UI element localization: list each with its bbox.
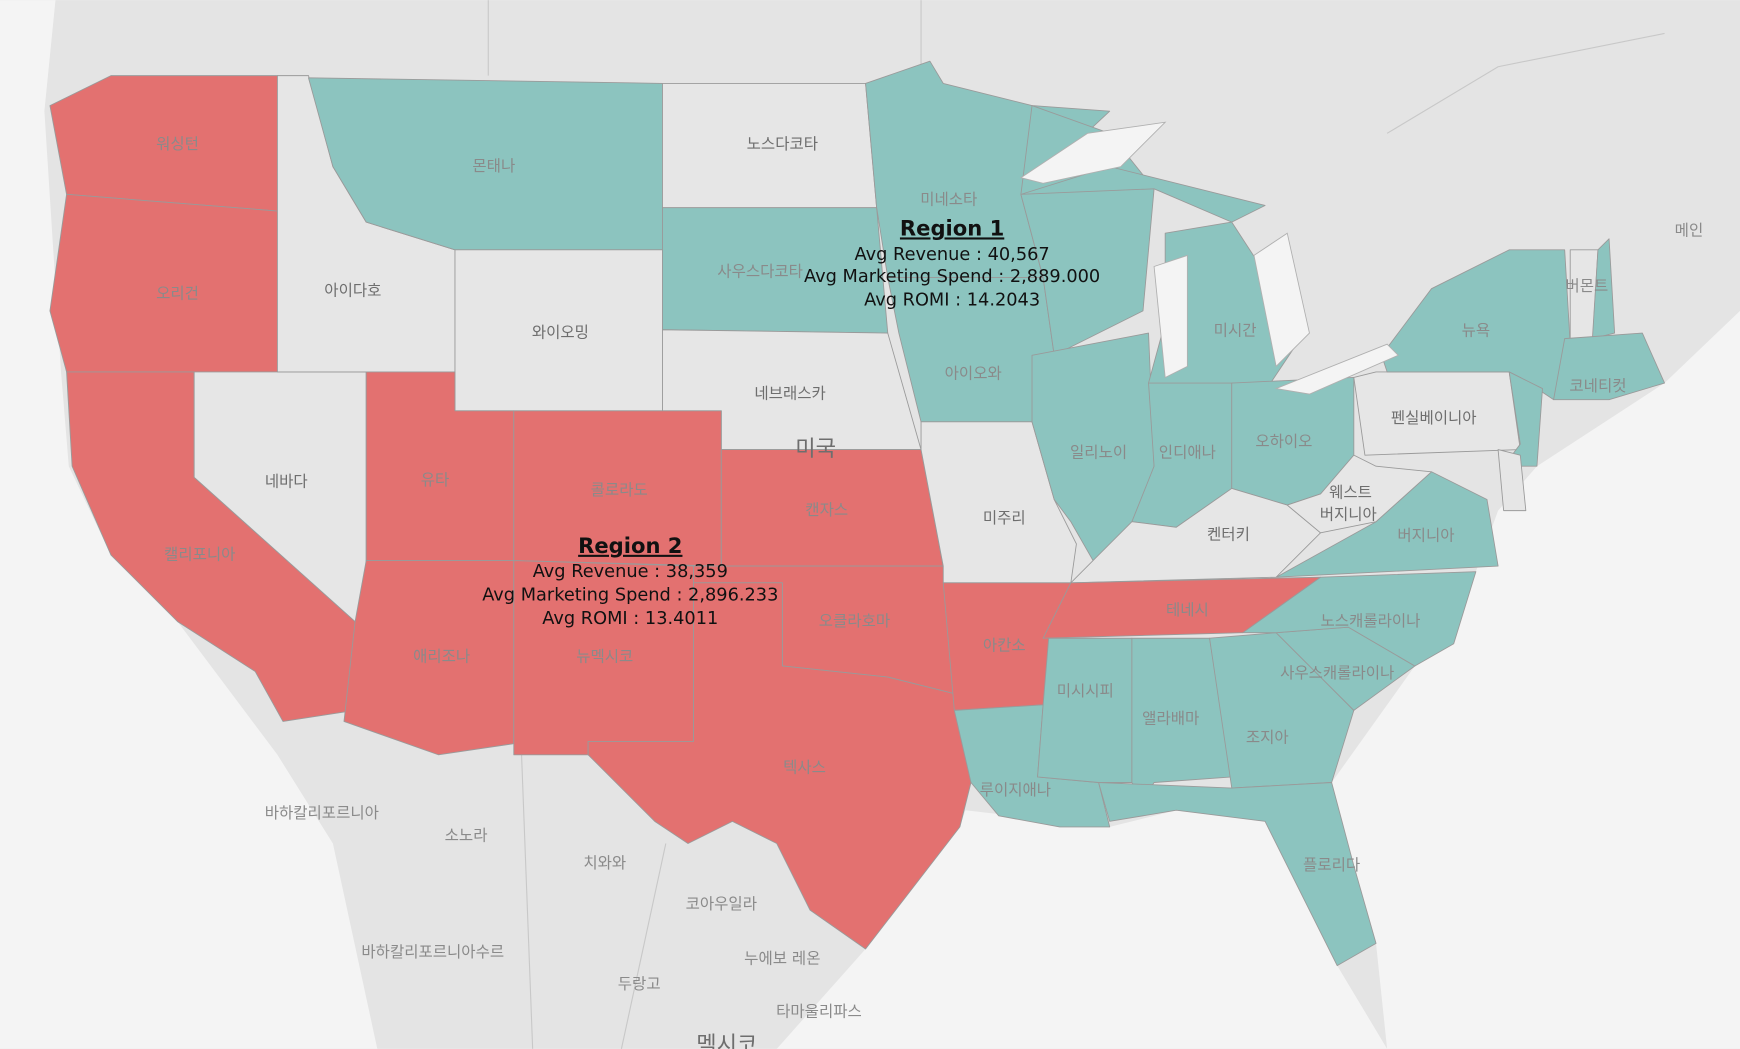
place-labels: 워싱턴 오리건 캘리포니아 네바다 아이다호 몬태나 와이오밍 유타 콜로라도 … [156, 135, 1703, 1049]
place-label: 펜실베이니아 [1391, 409, 1477, 427]
place-label: 와이오밍 [532, 324, 589, 342]
borders [487, 0, 1665, 1049]
place-label: 사우스캐롤라이나 [1280, 664, 1394, 682]
place-label: 인디애나 [1159, 443, 1216, 461]
place-label: 뉴멕시코 [576, 648, 633, 666]
place-label: 아칸소 [983, 637, 1026, 655]
place-label: 몬태나 [472, 157, 515, 175]
place-label: 플로리다 [1303, 856, 1360, 874]
place-label: 바하칼리포르니아수르 [361, 943, 504, 961]
state [587, 582, 972, 950]
place-label: 노스캐롤라이나 [1321, 612, 1421, 630]
place-label: 미시시피 [1057, 682, 1114, 700]
state [1275, 471, 1499, 578]
place-label: 코네티컷 [1569, 377, 1626, 395]
place-label: 버지니아 [1320, 506, 1377, 524]
region-title: Region 2 [578, 533, 682, 558]
place-label: 타마울리파스 [776, 1003, 862, 1021]
place-label: 루이지애나 [980, 781, 1051, 799]
state [49, 193, 278, 373]
place-label: 캔자스 [805, 501, 848, 519]
place-label: 버몬트 [1565, 277, 1608, 295]
place-label: 텍사스 [783, 759, 826, 777]
place-label: 테네시 [1166, 601, 1209, 619]
place-label: 미주리 [983, 509, 1026, 527]
place-label: 노스다코타 [747, 135, 818, 153]
place-label: 치와와 [583, 854, 626, 872]
place-label: 일리노이 [1070, 443, 1127, 461]
place-label: 아이오와 [945, 365, 1002, 383]
place-label: 미네소타 [920, 190, 977, 208]
place-label: 뉴욕 [1462, 321, 1491, 339]
place-label: 미시간 [1214, 321, 1257, 339]
state [1242, 571, 1477, 667]
place-label: 네브래스카 [754, 385, 825, 403]
region-2-summary: Region 2 Avg Revenue : 38,359 Avg Market… [482, 533, 778, 629]
place-label: 유타 [421, 471, 450, 489]
place-label: 소노라 [445, 826, 488, 844]
place-label: 웨스트 [1329, 483, 1372, 501]
place-label: 바하칼리포르니아 [265, 804, 379, 822]
place-label: 애리조나 [413, 648, 470, 666]
place-label: 네바다 [265, 472, 308, 490]
state [1497, 449, 1527, 512]
state [1209, 632, 1355, 789]
region-line: Avg ROMI : 14.2043 [864, 290, 1040, 310]
region-1-summary: Region 1 Avg Revenue : 40,567 Avg Market… [804, 215, 1100, 310]
place-label: 누에보 레온 [744, 949, 820, 967]
place-label: 메인 [1675, 221, 1704, 239]
place-label: 조지아 [1246, 729, 1289, 747]
region-title: Region 1 [900, 215, 1004, 240]
place-label: 버지니아 [1397, 527, 1454, 545]
place-label: 오하이오 [1255, 432, 1312, 450]
place-label: 아이다호 [324, 281, 381, 299]
place-label: 앨라배마 [1142, 710, 1199, 728]
place-label: 워싱턴 [156, 135, 199, 153]
state [1553, 332, 1665, 401]
region-line: Avg Marketing Spend : 2,896.233 [482, 586, 778, 606]
place-label: 미국 [795, 436, 836, 462]
place-label: 콜로라도 [591, 481, 648, 499]
region-line: Avg ROMI : 13.4011 [542, 609, 718, 629]
region-line: Avg Marketing Spend : 2,889.000 [804, 267, 1100, 287]
state [1037, 637, 1133, 783]
place-label: 코아우일라 [686, 895, 757, 913]
place-label: 오클라호마 [819, 612, 890, 630]
place-label: 캘리포니아 [164, 546, 235, 564]
region-line: Avg Revenue : 40,567 [855, 245, 1050, 265]
region-line: Avg Revenue : 38,359 [533, 562, 728, 582]
state [1591, 238, 1616, 340]
place-label: 사우스다코타 [717, 263, 803, 281]
place-label: 두랑고 [618, 975, 661, 993]
place-label: 멕시코 [696, 1032, 757, 1049]
place-label: 켄터키 [1207, 526, 1250, 544]
lakes [1019, 121, 1399, 395]
states [49, 60, 1665, 967]
place-label: 오리건 [156, 285, 199, 303]
state [1098, 782, 1377, 967]
state [1286, 454, 1432, 534]
